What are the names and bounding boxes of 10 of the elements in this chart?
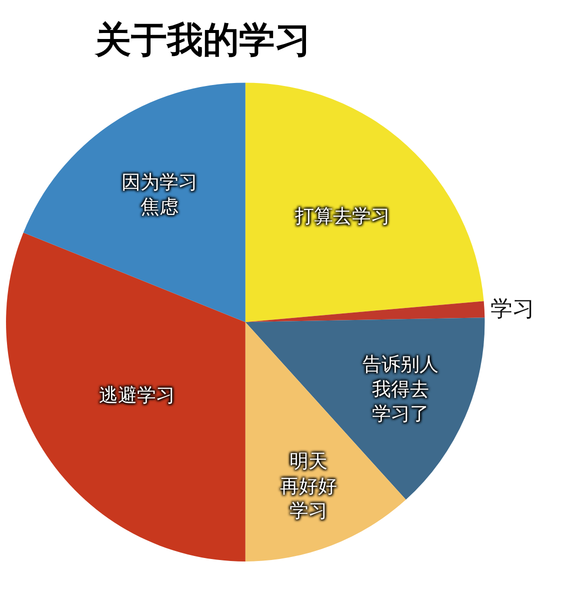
chart-title: 关于我的学习 bbox=[94, 20, 312, 61]
slice-label: 打算去学习 bbox=[294, 206, 390, 228]
slice-label: 告诉别人我得去学习了 bbox=[362, 354, 439, 426]
slice-label: 因为学习焦虑 bbox=[122, 172, 198, 218]
pie-slice bbox=[23, 82, 246, 322]
pie-slice bbox=[6, 232, 246, 562]
slice-label: 明天再好好学习 bbox=[280, 450, 338, 522]
pie-slice bbox=[245, 82, 484, 322]
slice-label: 学习 bbox=[490, 296, 535, 322]
slice-label: 逃避学习 bbox=[98, 384, 175, 406]
